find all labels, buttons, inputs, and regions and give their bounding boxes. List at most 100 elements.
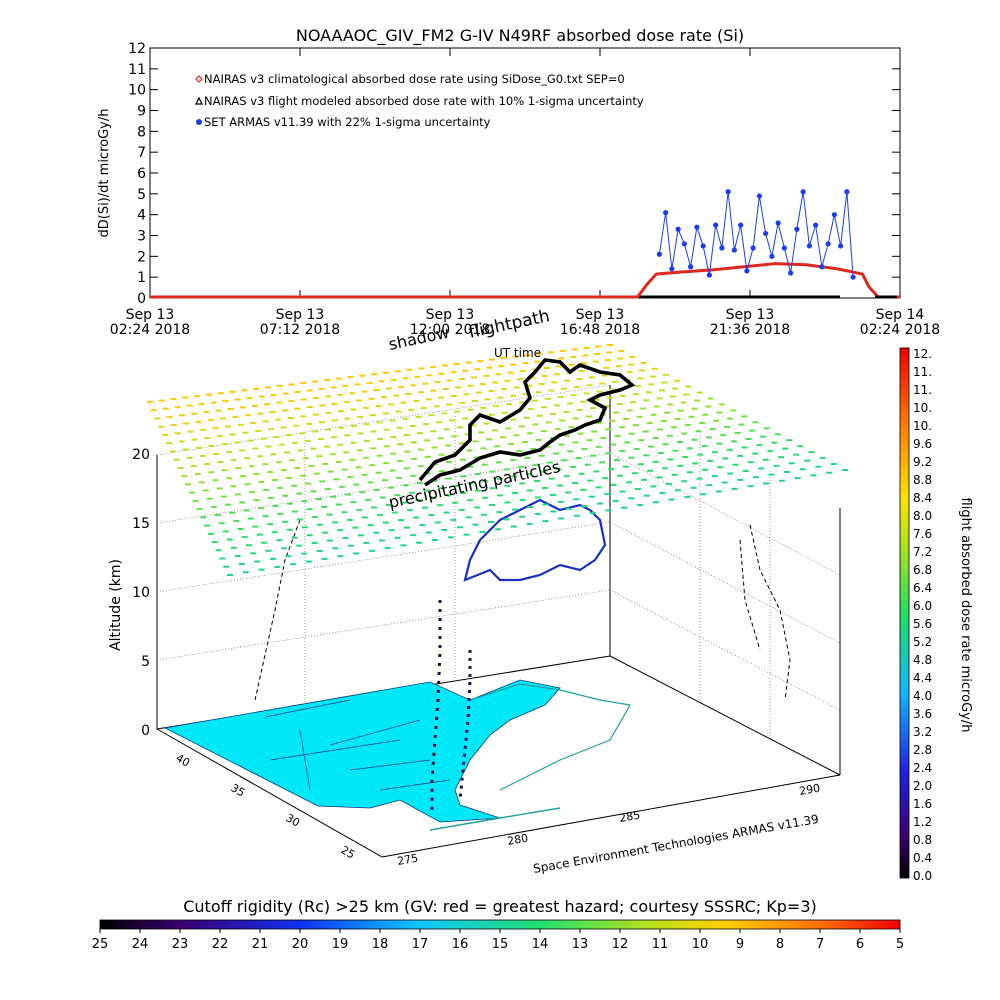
bottom-colorbar-tick-label: 8	[776, 937, 784, 952]
armas-point	[731, 247, 737, 253]
armas-point	[700, 243, 706, 249]
legend-diamond-icon	[195, 75, 203, 83]
right-colorbar-tick-label: 4.0	[913, 689, 932, 703]
top-x-tick-label-date: Sep 13	[276, 307, 325, 323]
bottom-colorbar-tick-label: 22	[212, 937, 229, 952]
right-colorbar-tick-label: 5.2	[913, 635, 932, 649]
bottom-colorbar-tick-label: 18	[372, 937, 389, 952]
right-colorbar-tick-label: 8.8	[913, 473, 932, 487]
altitude-tick-label: 10	[132, 585, 150, 601]
top-y-tick-label: 6	[137, 166, 146, 182]
armas-credit: Space Environment Technologies ARMAS v11…	[532, 812, 820, 876]
armas-point	[663, 209, 669, 216]
right-colorbar-tick-label: 0.4	[913, 851, 932, 865]
top-y-tick-label: 11	[128, 62, 146, 78]
top-x-tick-label-time: 21:36 2018	[710, 322, 790, 338]
altitude-axis: 0 5 10 15 20 Altitude (km)	[108, 447, 150, 739]
longitude-tick-label: 285	[618, 809, 641, 825]
armas-point	[694, 224, 700, 230]
latitude-tick-label: 25	[339, 843, 358, 861]
armas-point	[788, 270, 794, 276]
state-borders	[264, 699, 451, 791]
latitude-tick-label: 35	[229, 781, 248, 799]
altitude-tick-label: 5	[141, 654, 150, 670]
bottom-colorbar-tick-label: 13	[572, 937, 589, 952]
grid-line	[609, 589, 841, 711]
right-colorbar-tick-label: 10.	[913, 401, 932, 415]
armas-point	[750, 245, 756, 251]
armas-point	[800, 189, 806, 195]
right-colorbar-tick-label: 9.2	[913, 455, 932, 469]
legend-triangle-icon	[195, 96, 203, 105]
armas-point	[756, 193, 762, 199]
right-colorbar-tick-label: 8.0	[913, 509, 932, 523]
armas-point	[725, 189, 731, 195]
right-colorbar-tick-label: 1.2	[913, 815, 932, 829]
precipitating-particles-annotation: precipitating particles	[387, 457, 562, 512]
right-colorbar-tick-label: 4.8	[913, 653, 932, 667]
right-colorbar-tick-label: 2.8	[913, 743, 932, 757]
legend-label-flight-modeled: NAIRAS v3 flight modeled absorbed dose r…	[204, 94, 644, 108]
armas-point	[675, 226, 681, 232]
top-y-tick-label: 9	[137, 104, 146, 120]
longitude-axis: 275 280 285 290	[396, 782, 821, 868]
right-colorbar-tick-label: 7.2	[913, 545, 932, 559]
top-x-tick-label-date: Sep 13	[426, 307, 475, 323]
bottom-colorbar-tick-label: 25	[92, 937, 109, 952]
map-floor	[163, 679, 631, 831]
armas-point	[744, 268, 750, 274]
top-x-tick-label-time: 16:48 2018	[560, 322, 640, 338]
latitude-tick-label: 40	[174, 751, 193, 769]
bottom-colorbar-tick-label: 10	[692, 937, 709, 952]
altitude-axis-label: Altitude (km)	[108, 559, 124, 651]
left-floor-edge	[156, 728, 383, 858]
armas-point	[713, 222, 719, 228]
right-colorbar-tick-label: 0.0	[913, 869, 932, 883]
bottom-colorbar-tick-label: 23	[172, 937, 189, 952]
right-colorbar-tick-label: 5.6	[913, 617, 932, 631]
armas-point	[806, 243, 812, 249]
altitude-tick-label: 0	[141, 723, 150, 739]
armas-point	[781, 245, 787, 251]
altitude-tick-label: 15	[132, 516, 150, 532]
right-colorbar-tick-label: 9.6	[913, 437, 932, 451]
grid-line	[156, 521, 611, 593]
top-x-tick-label-time: 07:12 2018	[260, 322, 340, 338]
top-x-tick-label-time: 12:00 2018	[410, 322, 490, 338]
right-colorbar-tick-label: 11.	[913, 365, 932, 379]
armas-point	[831, 212, 837, 218]
bottom-colorbar-ticks: 25 24 23 22 21 20 19 18 17 16 15 14 13 12 11 10 9 8 7 6 5	[92, 929, 904, 952]
top-y-tick-label: 3	[137, 229, 146, 245]
ut-time-annotation: UT time	[494, 346, 541, 360]
grid-line	[156, 589, 611, 661]
right-colorbar-tick-label: 3.2	[913, 725, 932, 739]
right-colorbar-tick-label: 7.6	[913, 527, 932, 541]
armas-point	[825, 241, 831, 247]
legend-label-armas: SET ARMAS v11.39 with 22% 1-sigma uncert…	[204, 115, 491, 129]
right-colorbar-tick-label: 2.0	[913, 779, 932, 793]
bottom-colorbar-tick-label: 12	[612, 937, 629, 952]
armas-point	[681, 241, 687, 247]
right-colorbar-tick-label: 10.	[913, 419, 932, 433]
armas-line	[658, 191, 854, 278]
top-y-axis-label: dD(Si)/dt microGy/h	[97, 109, 112, 238]
bottom-colorbar-tick-label: 15	[492, 937, 509, 952]
front-floor-edge	[381, 774, 841, 858]
coastline-south	[429, 807, 561, 831]
right-colorbar-tick-label: 4.4	[913, 671, 932, 685]
top-y-tick-label: 7	[137, 145, 146, 161]
armas-point	[850, 274, 856, 280]
armas-point	[669, 266, 675, 272]
right-colorbar-tick-label: 0.8	[913, 833, 932, 847]
top-y-tick-label: 4	[137, 208, 146, 224]
legend-circle-icon	[196, 119, 202, 125]
top-x-tick-label-date: Sep 13	[126, 307, 175, 323]
right-colorbar-tick-label: 12.	[913, 347, 932, 361]
armas-point	[819, 264, 825, 270]
right-colorbar-strip	[899, 347, 910, 879]
latitude-tick-label: 30	[284, 811, 303, 829]
armas-point	[838, 243, 844, 249]
